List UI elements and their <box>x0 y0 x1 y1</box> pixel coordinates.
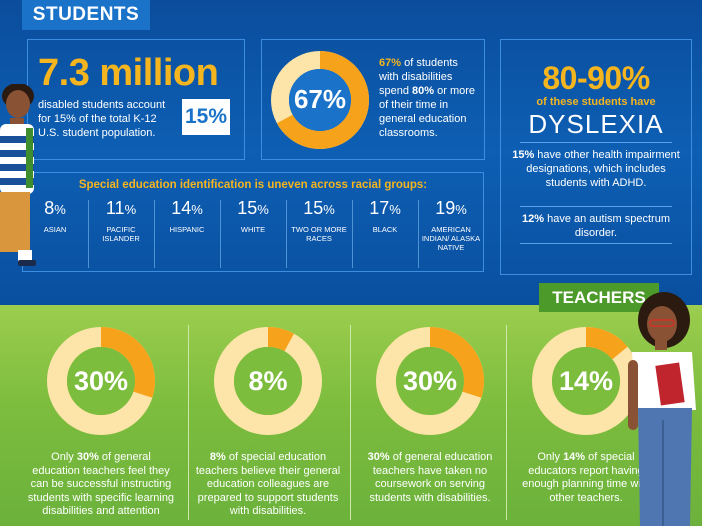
percent-badge: 15% <box>182 99 230 135</box>
divider <box>520 142 672 143</box>
adhd-note: 15% have other health impairment designa… <box>510 148 682 190</box>
donut-label: 30% <box>73 366 129 396</box>
donut-chart <box>376 327 484 435</box>
donut-arc <box>47 327 155 435</box>
race-percent: 15% <box>303 198 335 218</box>
race-group: 8% ASIAN <box>22 198 88 270</box>
donut-arc <box>532 327 640 435</box>
teacher-stat-text: Only 14% of special educators report hav… <box>522 451 650 504</box>
headline-number: 7.3 million <box>38 52 219 94</box>
race-label: WHITE <box>240 225 266 234</box>
donut-arc <box>376 327 484 435</box>
race-label: ASIAN <box>43 225 67 234</box>
race-label: HISPANIC <box>169 225 205 234</box>
teacher-divider <box>506 325 507 520</box>
teacher-woman-illustration <box>628 292 696 526</box>
teacher-stat-text: Only 30% of general education teachers f… <box>27 451 175 517</box>
teacher-stat-text: 30% of general education teachers have t… <box>367 451 493 504</box>
donut-chart <box>47 327 155 435</box>
dyslexia-subtitle: of these students have <box>536 96 656 108</box>
donut-center <box>396 347 464 415</box>
race-divider <box>418 200 419 268</box>
dyslexia-box <box>500 39 692 275</box>
classroom-time-box <box>261 39 485 160</box>
race-divider <box>220 200 221 268</box>
race-divider <box>88 200 89 268</box>
race-divider <box>352 200 353 268</box>
teacher-divider <box>188 325 189 520</box>
adhd-percent: 15% <box>512 149 535 161</box>
classroom-text-a: of students with disabilities spend <box>379 57 458 97</box>
donut-arc <box>214 327 322 435</box>
classroom-bold: 80% <box>412 85 435 97</box>
adhd-text: have other health impairment designation… <box>526 149 680 189</box>
race-divider <box>154 200 155 268</box>
teachers-tab: TEACHERS <box>539 283 659 312</box>
donut-chart-67 <box>271 51 369 149</box>
donut-label: 30% <box>402 366 458 396</box>
dyslexia-percent: 80-90% <box>542 60 650 96</box>
classroom-text-b: or more of their time in general educati… <box>379 85 476 139</box>
race-percent: 15% <box>237 198 269 218</box>
donut-center <box>234 347 302 415</box>
race-group: 19% AMERICAN INDIAN/ ALASKA NATIVE <box>418 198 484 270</box>
donut-center <box>552 347 620 415</box>
autism-note: 12% have an autism spectrum disorder. <box>510 212 682 240</box>
race-title: Special education identification is unev… <box>78 179 428 191</box>
race-divider <box>286 200 287 268</box>
autism-percent: 12% <box>522 213 545 225</box>
divider <box>520 243 672 244</box>
race-percent: 14% <box>171 198 203 218</box>
race-group: 15% TWO OR MORE RACES <box>286 198 352 270</box>
donut-label: 14% <box>558 366 614 396</box>
race-percent: 11% <box>105 198 137 218</box>
students-section <box>0 0 702 305</box>
race-percent: 19% <box>435 198 467 218</box>
race-percent: 17% <box>369 198 401 218</box>
race-group: 17% BLACK <box>352 198 418 270</box>
classroom-time-text: 67% of students with disabilities spend … <box>379 56 477 140</box>
race-label: BLACK <box>372 225 398 234</box>
race-group: 11% PACIFIC ISLANDER <box>88 198 154 270</box>
student-boy-illustration <box>0 84 36 266</box>
race-label: AMERICAN INDIAN/ ALASKA NATIVE <box>421 225 481 252</box>
donut-chart <box>214 327 322 435</box>
race-label: TWO OR MORE RACES <box>291 225 347 243</box>
teacher-divider <box>350 325 351 520</box>
race-label: PACIFIC ISLANDER <box>102 225 140 243</box>
donut-label-67: 67% <box>293 84 347 114</box>
donut-label: 8% <box>248 366 288 396</box>
divider <box>520 206 672 207</box>
autism-text: have an autism spectrum disorder. <box>544 213 670 239</box>
teacher-stat-text: 8% of special education teachers believe… <box>195 451 341 517</box>
donut-center <box>67 347 135 415</box>
students-tab: STUDENTS <box>22 0 150 30</box>
dyslexia-label: DYSLEXIA <box>528 109 664 139</box>
race-group: 14% HISPANIC <box>154 198 220 270</box>
race-group: 15% WHITE <box>220 198 286 270</box>
population-description: disabled students account for 15% of the… <box>38 99 166 139</box>
race-percent: 8% <box>44 198 66 218</box>
classroom-percent: 67% <box>379 57 402 69</box>
